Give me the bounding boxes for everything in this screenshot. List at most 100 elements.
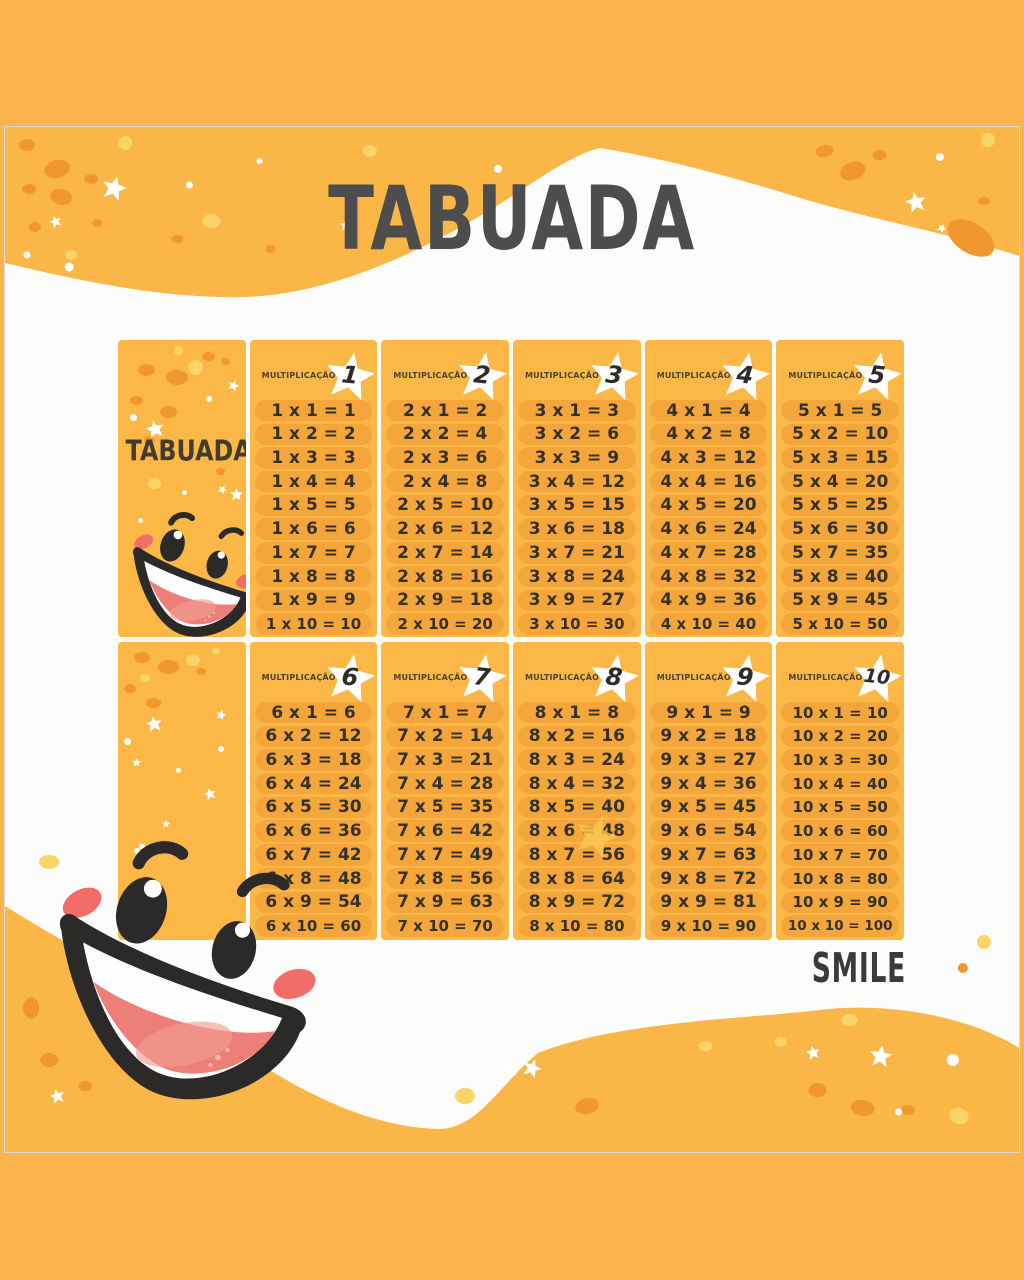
equation-pill: 10 x 3 = 30 (781, 749, 900, 771)
equation-text: 8 x 4 = 32 (528, 773, 625, 794)
decor-dot (130, 414, 137, 421)
equation-pill: 2 x 1 = 2 (386, 400, 505, 422)
equation-text: 5 x 2 = 10 (792, 424, 889, 445)
equation-pill: 3 x 10 = 30 (518, 613, 636, 635)
equation-pill: 9 x 3 = 27 (649, 749, 768, 771)
table-number: 1 (340, 360, 361, 390)
equation-pill: 8 x 5 = 40 (518, 796, 636, 819)
equation-text: 1 x 2 = 2 (271, 424, 356, 445)
equation-pill: 7 x 10 = 70 (386, 915, 505, 937)
decor-dot (174, 346, 183, 355)
equation-text: 10 x 10 = 100 (787, 917, 893, 934)
intro-title: TABUADA (125, 435, 246, 468)
equation-text: 5 x 4 = 20 (792, 471, 889, 492)
table-number: 7 (472, 662, 492, 692)
equation-pill: 9 x 7 = 63 (649, 844, 768, 866)
equation-pill: 4 x 3 = 12 (649, 447, 768, 469)
equation-text: 9 x 6 = 54 (660, 821, 757, 842)
equation-text: 1 x 7 = 7 (271, 542, 356, 563)
equation-pill: 1 x 9 = 9 (254, 589, 373, 611)
equation-text: 8 x 5 = 40 (528, 797, 625, 818)
star-badge: 9 (721, 654, 769, 702)
equation-pill: 5 x 5 = 25 (781, 494, 900, 517)
equation-text: 7 x 3 = 21 (397, 750, 494, 771)
table-header-label: MULTIPLICAÇÃO (393, 371, 468, 380)
star-badge: 10 (853, 654, 901, 702)
equation-pill: 5 x 10 = 50 (781, 613, 900, 635)
decor-dot (124, 738, 131, 745)
equation-text: 6 x 4 = 24 (265, 773, 362, 794)
table-number: 10 (862, 664, 892, 690)
equation-pill: 1 x 4 = 4 (254, 471, 373, 493)
equation-pill: 3 x 3 = 9 (518, 447, 636, 469)
equation-text: 2 x 6 = 12 (397, 519, 494, 540)
equation-pill: 5 x 2 = 10 (781, 423, 900, 446)
equation-text: 3 x 9 = 27 (528, 590, 625, 611)
equation-text: 4 x 1 = 4 (666, 400, 751, 421)
equation-text: 5 x 10 = 50 (792, 614, 888, 633)
equation-text: 5 x 8 = 40 (792, 566, 889, 587)
table-number: 6 (340, 662, 361, 692)
star-badge: 2 (458, 352, 506, 400)
equation-text: 6 x 5 = 30 (265, 797, 362, 818)
equation-pill: 4 x 7 = 28 (649, 542, 768, 564)
equation-pill: 7 x 1 = 7 (386, 702, 505, 724)
table-header: MULTIPLICAÇÃO 1 (250, 340, 378, 400)
equation-text: 2 x 3 = 6 (402, 448, 488, 469)
equation-text: 1 x 8 = 8 (271, 566, 356, 587)
equation-text: 3 x 6 = 18 (528, 519, 625, 540)
equation-text: 9 x 1 = 9 (666, 702, 751, 723)
equation-text: 2 x 10 = 20 (397, 614, 493, 633)
equation-text: 7 x 1 = 7 (402, 702, 488, 723)
equation-text: 6 x 7 = 42 (265, 844, 362, 865)
equation-text: 2 x 8 = 16 (397, 566, 494, 587)
equation-pill: 8 x 3 = 24 (518, 749, 636, 771)
equation-pill: 8 x 9 = 72 (518, 891, 636, 913)
equation-text: 10 x 4 = 40 (792, 774, 888, 793)
table-panel-2: MULTIPLICAÇÃO 2 2 x 1 = 2 2 x 2 = 4 2 x 3 = … (381, 340, 510, 637)
equations-list: 4 x 1 = 4 4 x 2 = 8 4 x 3 = 12 4 x 4 = 16 4 … (649, 400, 768, 637)
equation-pill: 7 x 5 = 35 (386, 796, 505, 819)
decor-dot (130, 396, 143, 405)
table-number: 9 (735, 662, 756, 692)
table-panel-6: MULTIPLICAÇÃO 6 6 x 1 = 6 6 x 2 = 12 6 x 3 =… (249, 642, 378, 940)
table-number: 4 (735, 360, 756, 390)
equation-pill: 2 x 2 = 4 (386, 423, 505, 446)
decor-star-icon (162, 820, 170, 828)
equation-text: 9 x 8 = 72 (660, 868, 757, 889)
equation-pill: 5 x 4 = 20 (781, 471, 900, 493)
equation-pill: 7 x 3 = 21 (386, 749, 505, 771)
equation-text: 10 x 2 = 20 (792, 727, 888, 746)
table-header-label: MULTIPLICAÇÃO (525, 371, 600, 380)
equation-pill: 1 x 1 = 1 (254, 400, 373, 422)
equation-text: 6 x 9 = 54 (265, 892, 362, 913)
equation-text: 5 x 9 = 45 (792, 590, 889, 611)
equation-pill: 1 x 5 = 5 (254, 494, 373, 517)
equation-pill: 7 x 4 = 28 (386, 773, 505, 795)
decor-star-icon (203, 787, 218, 802)
table-panel-1: MULTIPLICAÇÃO 1 1 x 1 = 1 1 x 2 = 2 1 x 3 = … (249, 340, 378, 637)
equation-pill: 3 x 6 = 18 (518, 518, 636, 540)
decor-star-icon (132, 758, 141, 767)
equation-text: 4 x 4 = 16 (660, 471, 757, 492)
brand-label: SMILE (811, 944, 907, 993)
equation-text: 8 x 9 = 72 (528, 892, 625, 913)
equation-pill: 3 x 2 = 6 (518, 423, 636, 446)
equation-pill: 8 x 10 = 80 (518, 915, 636, 937)
decor-dot (134, 848, 140, 854)
equation-pill: 1 x 6 = 6 (254, 518, 373, 540)
table-header: MULTIPLICAÇÃO 6 (250, 642, 378, 702)
equation-pill: 6 x 4 = 24 (254, 773, 373, 795)
equation-text: 9 x 2 = 18 (660, 726, 757, 747)
equation-pill: 2 x 6 = 12 (386, 518, 505, 540)
decor-dot (176, 768, 181, 773)
decor-dot (206, 396, 212, 402)
equation-text: 4 x 7 = 28 (660, 542, 757, 563)
equation-pill: 3 x 5 = 15 (518, 494, 636, 517)
decor-star-icon (230, 488, 243, 501)
decor-dot (188, 360, 203, 375)
table-header-label: MULTIPLICAÇÃO (656, 673, 731, 682)
decor-dot (140, 674, 150, 682)
